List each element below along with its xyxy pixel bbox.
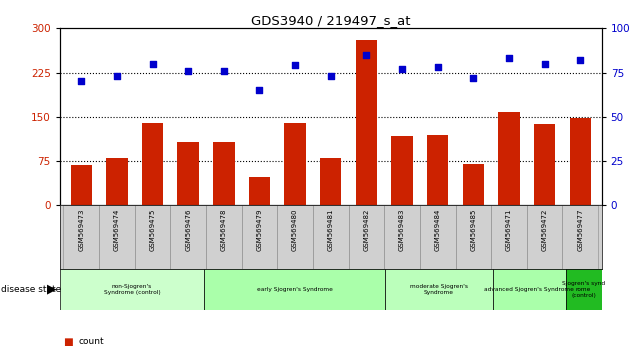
Bar	[491, 205, 527, 269]
Point	[147, 61, 158, 67]
Point	[326, 73, 336, 79]
Text: GSM569477: GSM569477	[577, 209, 583, 251]
Bar	[498, 112, 520, 205]
Text: GSM569480: GSM569480	[292, 209, 298, 251]
Bar	[348, 205, 384, 269]
Point	[290, 63, 300, 68]
Bar	[384, 205, 420, 269]
Bar	[420, 205, 455, 269]
Point	[397, 66, 407, 72]
Bar	[142, 123, 163, 205]
Bar	[527, 205, 563, 269]
Bar	[64, 205, 99, 269]
Bar	[534, 124, 555, 205]
Bar	[563, 205, 598, 269]
Point	[255, 87, 265, 93]
Bar	[99, 205, 135, 269]
Bar	[493, 269, 566, 310]
Point	[504, 56, 514, 61]
Bar	[462, 164, 484, 205]
Text: GSM569483: GSM569483	[399, 209, 405, 251]
Bar	[60, 269, 204, 310]
Text: disease state: disease state	[1, 285, 61, 294]
Point	[468, 75, 478, 81]
Point	[112, 73, 122, 79]
Title: GDS3940 / 219497_s_at: GDS3940 / 219497_s_at	[251, 14, 411, 27]
Text: Sjogren's synd
rome
(control): Sjogren's synd rome (control)	[562, 281, 605, 298]
Bar	[213, 142, 234, 205]
Point	[76, 79, 86, 84]
Point	[219, 68, 229, 74]
Text: GSM569485: GSM569485	[471, 209, 476, 251]
Text: non-Sjogren's
Syndrome (control): non-Sjogren's Syndrome (control)	[104, 284, 161, 295]
Text: early Sjogren's Syndrome: early Sjogren's Syndrome	[256, 287, 333, 292]
Text: GSM569476: GSM569476	[185, 209, 191, 251]
Text: moderate Sjogren's
Syndrome: moderate Sjogren's Syndrome	[410, 284, 468, 295]
Bar	[206, 205, 242, 269]
Bar	[313, 205, 348, 269]
Bar	[427, 135, 449, 205]
Bar	[135, 205, 170, 269]
Point	[433, 64, 443, 70]
Text: advanced Sjogren's Syndrome: advanced Sjogren's Syndrome	[484, 287, 575, 292]
Text: GSM569472: GSM569472	[542, 209, 547, 251]
Bar	[106, 158, 127, 205]
Bar	[385, 269, 493, 310]
Text: GSM569479: GSM569479	[256, 209, 263, 251]
Text: GSM569473: GSM569473	[78, 209, 84, 251]
Bar	[71, 165, 92, 205]
Bar	[277, 205, 313, 269]
Bar	[455, 205, 491, 269]
Text: GSM569471: GSM569471	[506, 209, 512, 251]
Text: GSM569484: GSM569484	[435, 209, 440, 251]
Bar	[242, 205, 277, 269]
Point	[575, 57, 585, 63]
Point	[183, 68, 193, 74]
Point	[362, 52, 372, 58]
Bar	[170, 205, 206, 269]
Bar	[284, 123, 306, 205]
Bar	[178, 142, 199, 205]
Text: GSM569482: GSM569482	[364, 209, 369, 251]
Point	[539, 61, 549, 67]
Bar	[320, 158, 341, 205]
Text: ■: ■	[63, 337, 72, 347]
Bar	[204, 269, 385, 310]
Text: GSM569478: GSM569478	[221, 209, 227, 251]
Bar	[356, 40, 377, 205]
Bar	[391, 136, 413, 205]
Bar	[570, 118, 591, 205]
Bar	[249, 177, 270, 205]
Text: GSM569475: GSM569475	[149, 209, 156, 251]
Bar	[566, 269, 602, 310]
Text: ▶: ▶	[47, 283, 57, 296]
Text: GSM569481: GSM569481	[328, 209, 334, 251]
Text: GSM569474: GSM569474	[114, 209, 120, 251]
Text: count: count	[79, 337, 105, 346]
